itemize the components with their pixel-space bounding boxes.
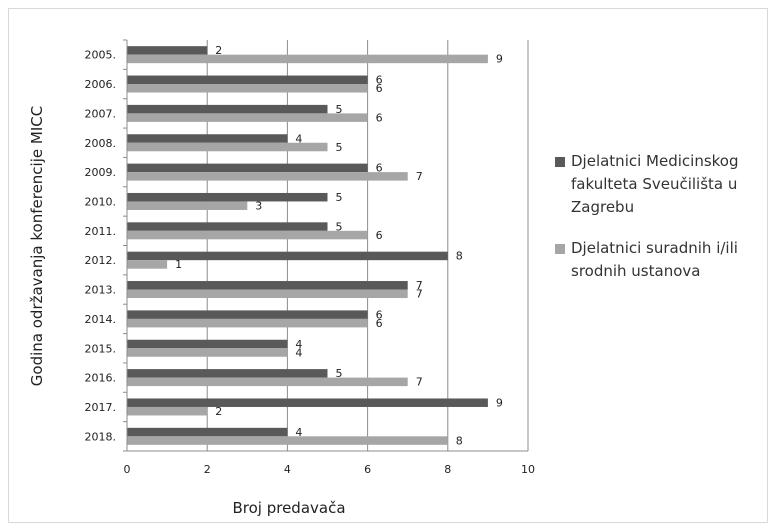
data-label-s1-2018: 4	[295, 426, 302, 439]
data-label-s2-2014: 6	[376, 317, 383, 330]
y-tick-label-2013: 2013.	[85, 284, 117, 297]
data-label-s2-2017: 2	[215, 405, 222, 418]
legend-swatch-series-1	[555, 157, 565, 167]
data-label-s1-2005: 2	[215, 44, 222, 57]
data-label-s1-2014: 6	[376, 308, 383, 321]
bar-s2-2012	[127, 260, 168, 269]
x-tick-label-8: 8	[444, 463, 451, 476]
bar-s2-2016	[127, 377, 408, 387]
bar-s1-2006	[127, 75, 368, 85]
bar-s2-2007	[127, 113, 368, 122]
legend-item-series-1: Djelatnici Medicinskog fakulteta Sveučil…	[555, 150, 765, 219]
legend-swatch-series-2	[555, 244, 565, 254]
bar-s1-2007	[127, 104, 328, 114]
bar-s1-2012	[127, 251, 448, 261]
y-tick-label-2005: 2005.	[85, 49, 117, 62]
data-label-s2-2005: 9	[496, 53, 503, 66]
data-label-s2-2008: 5	[336, 141, 343, 154]
y-tick-label-2016: 2016.	[85, 372, 117, 385]
data-label-s2-2006: 6	[376, 82, 383, 95]
bar-s1-2014	[127, 310, 368, 319]
data-label-s1-2013: 7	[416, 279, 423, 292]
data-label-s1-2012: 8	[456, 250, 463, 263]
y-tick-label-2015: 2015.	[85, 342, 117, 355]
bar-s1-2018	[127, 427, 288, 437]
y-tick-label-2007: 2007.	[85, 107, 117, 120]
data-label-s1-2016: 5	[336, 367, 343, 380]
data-label-s1-2007: 5	[336, 103, 343, 116]
x-tick-label-6: 6	[364, 463, 371, 476]
x-tick-label-10: 10	[521, 463, 535, 476]
y-tick-label-2012: 2012.	[85, 254, 117, 267]
bar-s2-2010	[127, 201, 248, 210]
bar-s2-2008	[127, 142, 328, 152]
y-tick-label-2010: 2010.	[85, 195, 117, 208]
data-label-s2-2015: 4	[295, 346, 302, 359]
bar-s2-2006	[127, 84, 368, 93]
y-axis-title: Godina održavanja konferencije MICC	[28, 106, 46, 386]
data-label-s2-2010: 3	[255, 199, 262, 212]
data-label-s2-2018: 8	[456, 434, 463, 447]
data-label-s1-2010: 5	[336, 191, 343, 204]
data-label-s1-2008: 4	[295, 132, 302, 145]
bar-s1-2005	[127, 46, 208, 55]
legend-item-series-2: Djelatnici suradnih i/ili srodnih ustano…	[555, 237, 765, 283]
bar-s1-2011	[127, 222, 328, 231]
legend: Djelatnici Medicinskog fakulteta Sveučil…	[555, 150, 765, 301]
bar-s1-2015	[127, 339, 288, 349]
data-label-s2-2013: 7	[416, 288, 423, 301]
data-label-s1-2011: 5	[336, 220, 343, 233]
data-label-s1-2009: 6	[376, 162, 383, 175]
data-label-s1-2017: 9	[496, 396, 503, 409]
data-label-s2-2011: 6	[376, 229, 383, 242]
bar-s2-2018	[127, 436, 448, 445]
bar-s2-2005	[127, 54, 488, 64]
bar-s1-2017	[127, 398, 488, 407]
bar-s2-2013	[127, 289, 408, 299]
x-tick-label-4: 4	[284, 463, 291, 476]
x-axis-title: Broj predavača	[232, 499, 345, 517]
y-tick-label-2018: 2018.	[85, 430, 117, 443]
legend-label-series-1: Djelatnici Medicinskog fakulteta Sveučil…	[571, 152, 739, 216]
bar-s2-2015	[127, 348, 288, 357]
bar-s1-2010	[127, 192, 328, 202]
bar-s2-2017	[127, 406, 208, 416]
data-label-s1-2015: 4	[295, 338, 302, 351]
bar-s2-2011	[127, 230, 368, 240]
bar-s1-2013	[127, 281, 408, 290]
x-tick-label-2: 2	[204, 463, 211, 476]
y-tick-label-2014: 2014.	[85, 313, 117, 326]
data-label-s2-2009: 7	[416, 170, 423, 183]
bar-s1-2008	[127, 134, 288, 143]
bar-s2-2014	[127, 318, 368, 328]
data-label-s2-2012: 1	[175, 258, 182, 271]
bar-s2-2009	[127, 172, 408, 181]
y-tick-label-2017: 2017.	[85, 401, 117, 414]
legend-label-series-2: Djelatnici suradnih i/ili srodnih ustano…	[571, 239, 738, 280]
y-tick-label-2008: 2008.	[85, 137, 117, 150]
y-tick-label-2006: 2006.	[85, 78, 117, 91]
bar-s1-2016	[127, 369, 328, 378]
y-tick-label-2009: 2009.	[85, 166, 117, 179]
data-label-s1-2006: 6	[376, 74, 383, 87]
data-label-s2-2016: 7	[416, 376, 423, 389]
bar-s1-2009	[127, 163, 368, 173]
y-tick-label-2011: 2011.	[85, 225, 117, 238]
data-label-s2-2007: 6	[376, 111, 383, 124]
x-tick-label-0: 0	[124, 463, 131, 476]
